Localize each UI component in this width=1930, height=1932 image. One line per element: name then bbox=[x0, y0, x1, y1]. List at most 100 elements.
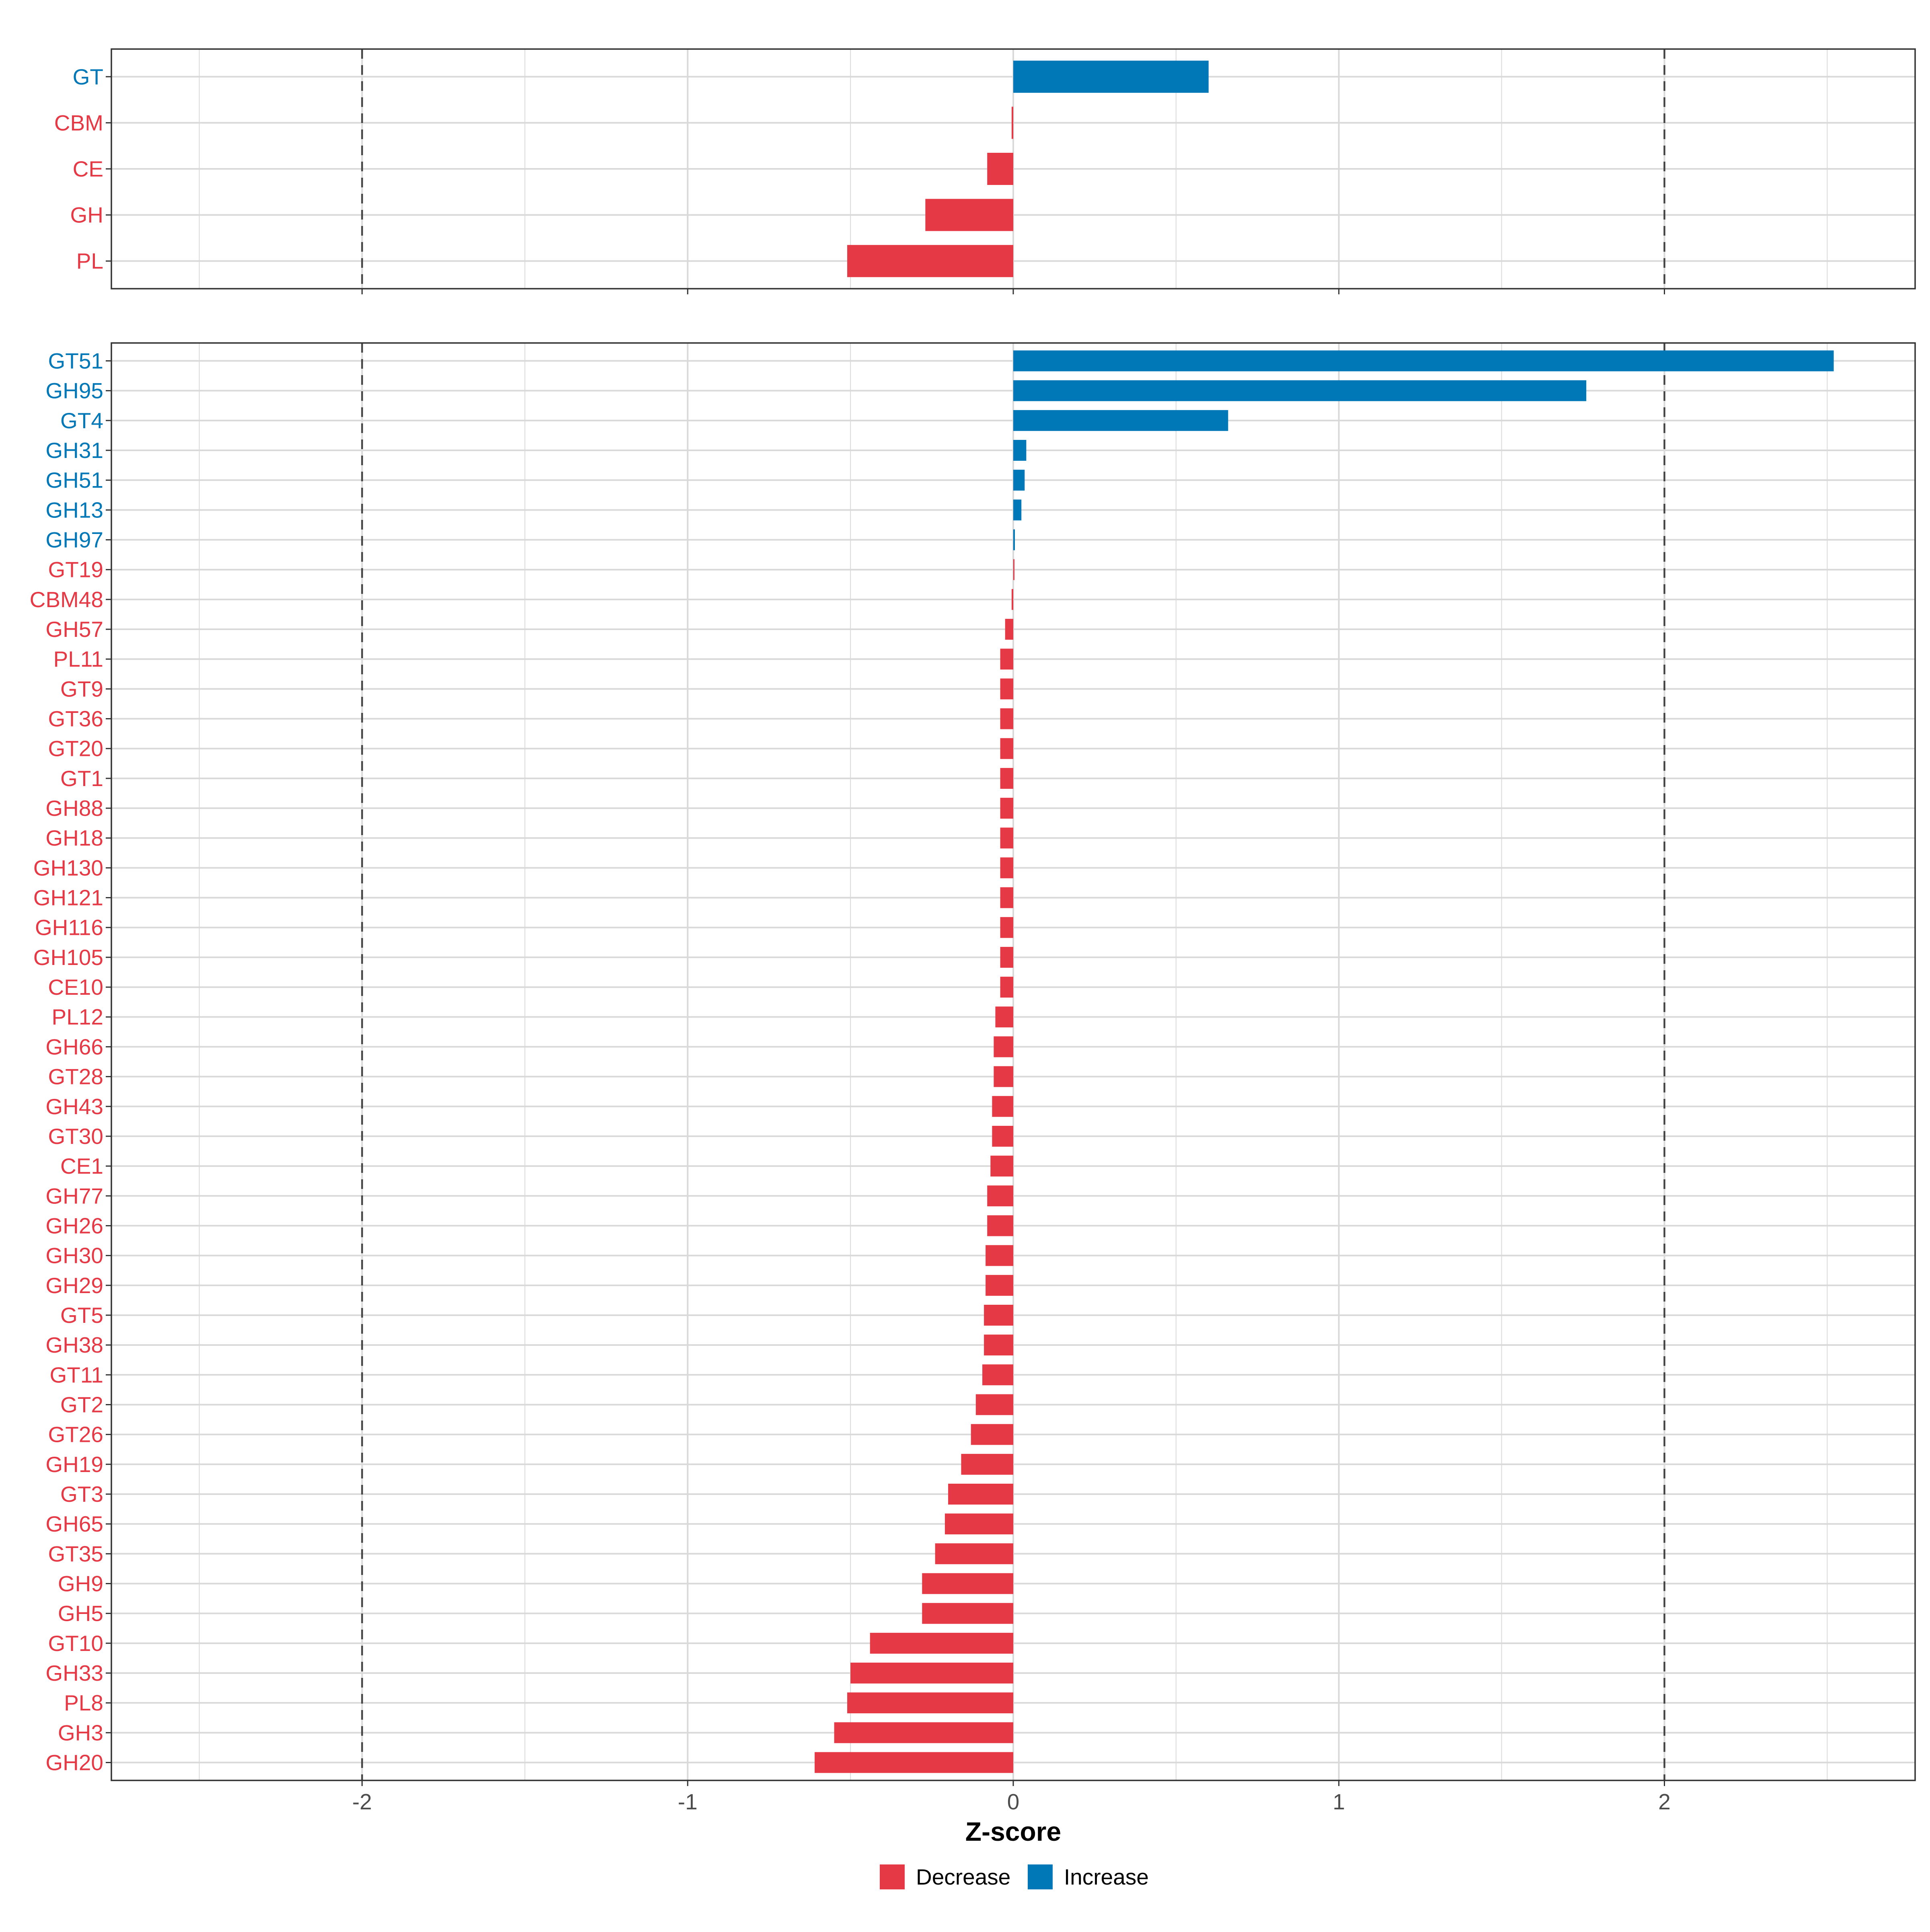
bottom-category-label: GH13 bbox=[45, 497, 103, 522]
bottom-category-label: GH65 bbox=[45, 1511, 103, 1536]
legend-swatch-increase bbox=[1028, 1864, 1053, 1889]
bottom-category-label: GT35 bbox=[48, 1541, 103, 1566]
bottom-category-label: GT28 bbox=[48, 1064, 103, 1089]
bottom-category-label: PL8 bbox=[64, 1690, 103, 1715]
bottom-category-label: PL11 bbox=[53, 647, 103, 671]
bottom-category-label: GH9 bbox=[58, 1571, 103, 1596]
bottom-bar bbox=[834, 1722, 1013, 1743]
bottom-category-label: GT30 bbox=[48, 1124, 103, 1149]
bottom-bar bbox=[986, 1275, 1013, 1296]
top-bar bbox=[1011, 107, 1013, 139]
bottom-category-label: GT5 bbox=[60, 1303, 103, 1328]
bottom-bar bbox=[1000, 857, 1013, 879]
bottom-category-label: GT19 bbox=[48, 557, 103, 582]
top-bar bbox=[1013, 60, 1209, 93]
x-axis-title: Z-score bbox=[965, 1817, 1061, 1846]
bottom-category-label: GT26 bbox=[48, 1422, 103, 1447]
bottom-category-label: GH43 bbox=[45, 1094, 103, 1119]
bottom-bar bbox=[1000, 946, 1013, 968]
top-bar bbox=[847, 245, 1013, 277]
legend-label-increase: Increase bbox=[1064, 1864, 1149, 1889]
top-bar bbox=[925, 199, 1013, 231]
bottom-bar bbox=[1000, 768, 1013, 789]
bottom-category-label: GT51 bbox=[48, 349, 103, 374]
bottom-category-label: GT4 bbox=[60, 408, 103, 433]
x-tick-label: 1 bbox=[1333, 1789, 1345, 1814]
bottom-category-label: GT9 bbox=[60, 676, 103, 701]
bottom-bar bbox=[1013, 470, 1025, 491]
bottom-bar bbox=[994, 1066, 1013, 1087]
bottom-bar bbox=[961, 1454, 1013, 1475]
bottom-bar bbox=[1013, 380, 1587, 401]
bottom-category-label: GT1 bbox=[60, 766, 103, 791]
bottom-bar bbox=[850, 1663, 1013, 1684]
top-category-label: CE bbox=[73, 156, 103, 181]
bottom-category-label: GH116 bbox=[35, 915, 103, 940]
bottom-category-label: GH19 bbox=[45, 1452, 103, 1477]
bottom-category-label: CE1 bbox=[60, 1154, 103, 1178]
bottom-bar bbox=[1013, 350, 1834, 372]
top-category-label: GT bbox=[73, 64, 103, 89]
bottom-category-label: GH18 bbox=[45, 825, 103, 850]
bottom-category-label: GH31 bbox=[45, 438, 103, 463]
bottom-bar bbox=[1013, 410, 1228, 431]
bottom-category-label: GH121 bbox=[33, 885, 103, 910]
bottom-bar bbox=[984, 1335, 1013, 1356]
bottom-category-label: GH26 bbox=[45, 1213, 103, 1238]
bottom-bar bbox=[1013, 440, 1027, 461]
bottom-category-label: GH95 bbox=[45, 378, 103, 403]
bottom-category-label: GH88 bbox=[45, 796, 103, 821]
bottom-bar bbox=[1000, 827, 1013, 849]
top-category-label: CBM bbox=[54, 110, 103, 135]
bottom-category-label: GT20 bbox=[48, 736, 103, 761]
bottom-category-label: GH105 bbox=[33, 945, 103, 970]
bottom-bar bbox=[975, 1394, 1013, 1415]
x-tick-label: 2 bbox=[1658, 1789, 1671, 1814]
bottom-category-label: GH77 bbox=[45, 1183, 103, 1208]
bottom-bar bbox=[1005, 619, 1013, 640]
bottom-bar bbox=[922, 1603, 1013, 1624]
bottom-category-label: PL12 bbox=[52, 1004, 103, 1029]
bottom-bar bbox=[1000, 798, 1013, 819]
bottom-category-label: GT36 bbox=[48, 706, 103, 731]
bottom-bar bbox=[987, 1185, 1013, 1207]
top-category-label: GH bbox=[70, 203, 104, 228]
legend-label-decrease: Decrease bbox=[916, 1864, 1010, 1889]
bottom-bar bbox=[982, 1364, 1013, 1386]
bottom-bar bbox=[815, 1752, 1013, 1773]
bottom-bar bbox=[870, 1632, 1013, 1654]
bottom-bar bbox=[1000, 738, 1013, 759]
bottom-bar bbox=[948, 1484, 1013, 1505]
bottom-category-label: GH5 bbox=[58, 1601, 103, 1626]
bottom-bar bbox=[994, 1036, 1013, 1057]
bottom-category-label: GT2 bbox=[60, 1392, 103, 1417]
top-category-label: PL bbox=[76, 248, 103, 273]
bottom-bar bbox=[990, 1156, 1013, 1177]
bottom-category-label: GH130 bbox=[33, 855, 103, 880]
bottom-category-label: GH30 bbox=[45, 1243, 103, 1268]
bottom-category-label: GH51 bbox=[45, 468, 103, 493]
bottom-bar bbox=[1000, 977, 1013, 998]
bottom-bar bbox=[1013, 529, 1015, 550]
bottom-bar bbox=[922, 1573, 1013, 1594]
x-tick-label: -1 bbox=[678, 1789, 698, 1814]
bottom-category-label: GH57 bbox=[45, 617, 103, 642]
bottom-category-label: GH3 bbox=[58, 1720, 103, 1745]
x-tick-label: -2 bbox=[352, 1789, 372, 1814]
bottom-bar bbox=[1000, 917, 1013, 938]
bottom-category-label: CE10 bbox=[48, 975, 103, 1000]
bottom-bar bbox=[1013, 559, 1014, 580]
bottom-category-label: GT11 bbox=[50, 1362, 103, 1387]
bottom-bar bbox=[1011, 589, 1013, 610]
bottom-bar bbox=[987, 1215, 1013, 1236]
bottom-bar bbox=[1000, 708, 1013, 729]
bottom-bar bbox=[992, 1096, 1013, 1117]
legend-swatch-decrease bbox=[880, 1864, 905, 1889]
bottom-category-label: GH38 bbox=[45, 1332, 103, 1357]
bottom-bar bbox=[971, 1424, 1013, 1445]
bottom-category-label: GH97 bbox=[45, 528, 103, 552]
bottom-category-label: GT10 bbox=[48, 1631, 103, 1656]
x-tick-label: 0 bbox=[1007, 1789, 1020, 1814]
